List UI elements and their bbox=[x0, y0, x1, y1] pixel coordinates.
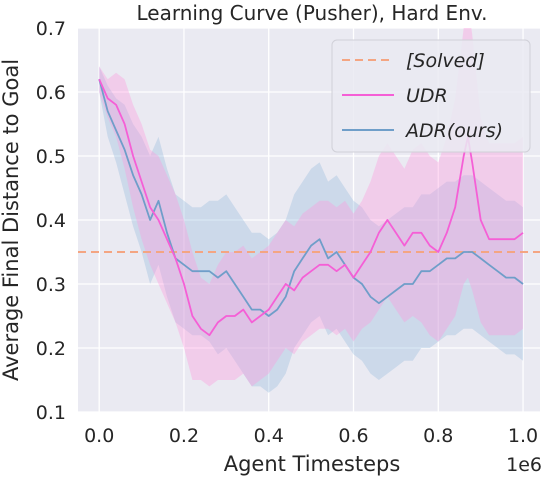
y-tick-label: 0.4 bbox=[36, 210, 66, 232]
y-tick-label: 0.2 bbox=[36, 338, 66, 360]
legend-label-udr: UDR bbox=[406, 85, 448, 107]
y-tick-label: 0.7 bbox=[36, 18, 66, 40]
x-axis-label: Agent Timesteps bbox=[224, 452, 401, 476]
y-axis-label: Average Final Distance to Goal bbox=[0, 59, 23, 381]
confidence-bands bbox=[99, 28, 523, 393]
x-tick-label: 0.6 bbox=[338, 425, 368, 447]
series-lines bbox=[78, 78, 540, 337]
y-tick-label: 0.5 bbox=[36, 146, 66, 168]
udr-confidence-band bbox=[99, 28, 523, 387]
legend-label-adr: ADR(ours) bbox=[404, 120, 503, 142]
y-tick-label: 0.3 bbox=[36, 274, 66, 296]
x-tick-label: 0.0 bbox=[84, 425, 114, 447]
y-tick-label: 0.1 bbox=[36, 402, 66, 424]
udr-line bbox=[98, 78, 524, 337]
x-tick-label: 0.2 bbox=[169, 425, 199, 447]
legend: [Solved] UDR ADR(ours) bbox=[331, 39, 531, 153]
x-tick-label: 0.8 bbox=[423, 425, 453, 447]
legend-box bbox=[331, 39, 531, 153]
x-offset-text: 1e6 bbox=[506, 454, 542, 476]
adr-confidence-band bbox=[99, 66, 523, 393]
x-tick-label: 1.0 bbox=[508, 425, 538, 447]
y-tick-label: 0.6 bbox=[36, 82, 66, 104]
chart-title: Learning Curve (Pusher), Hard Env. bbox=[136, 1, 487, 25]
x-tick-label: 0.4 bbox=[254, 425, 284, 447]
tick-labels: 0.0 0.2 0.4 0.6 0.8 1.0 0.1 0.2 0.3 0.4 0.5 0.6 0.7 bbox=[36, 18, 538, 447]
adr-line bbox=[98, 78, 524, 317]
legend-label-solved: [Solved] bbox=[406, 50, 485, 72]
